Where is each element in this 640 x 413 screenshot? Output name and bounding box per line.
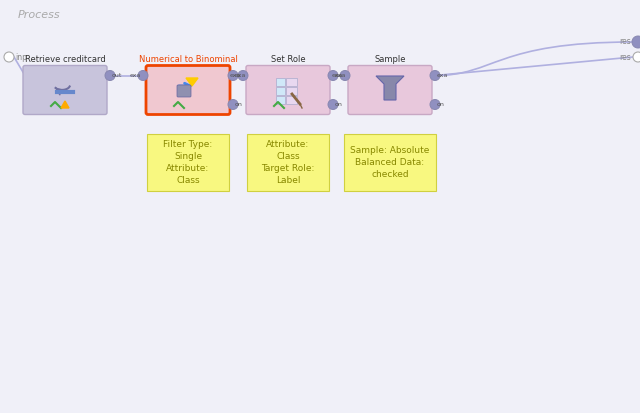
Text: exa: exa — [130, 73, 141, 78]
FancyBboxPatch shape — [348, 66, 432, 114]
Text: Attribute:
Class
Target Role:
Label: Attribute: Class Target Role: Label — [261, 140, 315, 185]
Text: out: out — [112, 73, 122, 78]
Circle shape — [4, 52, 14, 62]
Polygon shape — [186, 78, 198, 86]
FancyBboxPatch shape — [286, 87, 297, 95]
Text: exa: exa — [437, 73, 449, 78]
FancyBboxPatch shape — [147, 134, 229, 191]
Text: res: res — [620, 38, 631, 47]
Circle shape — [228, 100, 238, 109]
FancyBboxPatch shape — [246, 66, 330, 114]
Text: exa: exa — [235, 73, 246, 78]
Text: exa: exa — [332, 73, 343, 78]
FancyBboxPatch shape — [23, 66, 107, 114]
Text: exa: exa — [335, 73, 346, 78]
Circle shape — [138, 71, 148, 81]
FancyBboxPatch shape — [276, 78, 285, 86]
Circle shape — [632, 36, 640, 48]
Text: Retrieve creditcard: Retrieve creditcard — [24, 55, 106, 64]
Circle shape — [328, 100, 338, 109]
Circle shape — [228, 71, 238, 81]
Text: Numerical to Binominal: Numerical to Binominal — [139, 55, 237, 64]
Circle shape — [340, 71, 350, 81]
Text: Sample: Sample — [374, 55, 406, 64]
FancyBboxPatch shape — [286, 78, 297, 86]
Text: exa: exa — [230, 73, 241, 78]
Text: Sample: Absolute
Balanced Data:
checked: Sample: Absolute Balanced Data: checked — [350, 146, 429, 179]
Circle shape — [430, 100, 440, 109]
Text: inp: inp — [15, 52, 27, 62]
Text: on: on — [437, 102, 445, 107]
Circle shape — [633, 52, 640, 62]
Text: Process: Process — [18, 10, 61, 20]
FancyBboxPatch shape — [276, 96, 285, 104]
FancyBboxPatch shape — [177, 85, 191, 97]
Text: Filter Type:
Single
Attribute:
Class: Filter Type: Single Attribute: Class — [163, 140, 212, 185]
Polygon shape — [61, 101, 69, 108]
Circle shape — [105, 71, 115, 81]
Circle shape — [430, 71, 440, 81]
Text: res: res — [620, 52, 631, 62]
Polygon shape — [376, 76, 404, 100]
FancyBboxPatch shape — [344, 134, 436, 191]
FancyBboxPatch shape — [146, 66, 230, 114]
Circle shape — [238, 71, 248, 81]
Text: on: on — [335, 102, 343, 107]
FancyBboxPatch shape — [286, 96, 297, 104]
Text: Set Role: Set Role — [271, 55, 305, 64]
FancyBboxPatch shape — [247, 134, 329, 191]
Circle shape — [328, 71, 338, 81]
FancyBboxPatch shape — [276, 87, 285, 95]
Text: on: on — [235, 102, 243, 107]
